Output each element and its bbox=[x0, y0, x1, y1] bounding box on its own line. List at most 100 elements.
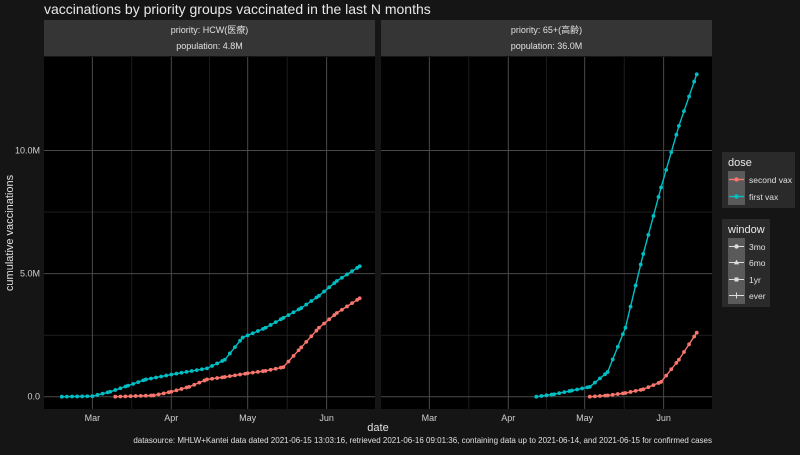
data-point-first-vax bbox=[233, 345, 237, 350]
data-point-second-vax bbox=[304, 339, 309, 344]
data-point-second-vax bbox=[309, 334, 314, 339]
data-point-first-vax bbox=[113, 388, 118, 392]
data-point-first-vax bbox=[263, 325, 268, 330]
grid-layer bbox=[44, 57, 712, 409]
data-point-first-vax bbox=[332, 281, 337, 286]
data-point-first-vax bbox=[322, 289, 326, 294]
data-point-second-vax bbox=[291, 354, 296, 358]
data-point-first-vax bbox=[592, 380, 597, 385]
data-point-second-vax bbox=[273, 366, 278, 371]
data-point-first-vax bbox=[327, 285, 332, 290]
data-point-first-vax bbox=[273, 320, 278, 325]
legend-key-3mo-point bbox=[734, 244, 739, 249]
data-point-second-vax bbox=[664, 373, 669, 378]
data-point-first-vax bbox=[131, 381, 136, 386]
legend-key-1yr-point bbox=[734, 277, 739, 282]
data-point-first-vax bbox=[620, 332, 625, 336]
data-point-second-vax bbox=[281, 365, 286, 370]
data-point-second-vax bbox=[694, 330, 699, 335]
data-point-second-vax bbox=[138, 393, 143, 398]
data-point-second-vax bbox=[123, 394, 128, 399]
data-point-first-vax bbox=[334, 279, 339, 283]
data-point-second-vax bbox=[161, 391, 166, 396]
legend-dose-title: dose bbox=[728, 157, 752, 169]
data-point-first-vax bbox=[677, 124, 681, 128]
x-tick-label: Apr bbox=[164, 413, 178, 423]
data-point-first-vax bbox=[245, 333, 250, 338]
data-point-first-vax bbox=[255, 329, 260, 333]
data-point-second-vax bbox=[623, 391, 628, 395]
data-point-second-vax bbox=[615, 392, 620, 396]
data-point-second-vax bbox=[692, 334, 697, 339]
data-point-first-vax bbox=[126, 383, 130, 388]
legend-window-title: window bbox=[727, 224, 765, 236]
y-tick-label: 0.0 bbox=[27, 392, 40, 402]
caption: datasource: MHLW+Kantei data dated 2021-… bbox=[133, 436, 712, 445]
data-point-first-vax bbox=[75, 394, 79, 399]
data-point-first-vax bbox=[174, 371, 179, 376]
data-point-second-vax bbox=[179, 387, 184, 391]
data-point-second-vax bbox=[677, 357, 681, 362]
data-point-first-vax bbox=[628, 304, 633, 309]
data-point-first-vax bbox=[694, 72, 699, 77]
data-point-second-vax bbox=[205, 377, 209, 382]
x-tick-label: Apr bbox=[501, 413, 515, 423]
data-point-second-vax bbox=[113, 394, 118, 399]
data-point-second-vax bbox=[174, 388, 179, 393]
data-point-second-vax bbox=[628, 390, 633, 394]
y-tick-label: 5.0M bbox=[20, 269, 40, 279]
data-point-first-vax bbox=[651, 214, 656, 218]
data-point-first-vax bbox=[682, 109, 686, 114]
data-point-first-vax bbox=[610, 357, 615, 362]
data-point-first-vax bbox=[544, 393, 549, 398]
data-point-second-vax bbox=[314, 328, 319, 333]
data-point-first-vax bbox=[638, 262, 643, 267]
data-point-first-vax bbox=[194, 368, 199, 373]
x-tick-label: Jun bbox=[319, 413, 334, 423]
data-point-second-vax bbox=[238, 372, 242, 377]
data-point-second-vax bbox=[151, 393, 156, 398]
data-point-first-vax bbox=[179, 370, 184, 375]
data-point-first-vax bbox=[59, 394, 64, 399]
legend-window-keys-bg bbox=[728, 238, 745, 304]
data-point-second-vax bbox=[605, 393, 610, 398]
data-point-first-vax bbox=[149, 376, 153, 381]
data-point-first-vax bbox=[357, 264, 362, 269]
data-point-first-vax bbox=[317, 293, 321, 298]
axis-layer: Mar Apr May Jun 0.0 5.0M 10.0M Mar Apr May Jun bbox=[15, 146, 671, 423]
data-point-first-vax bbox=[692, 79, 697, 84]
data-point-second-vax bbox=[227, 374, 232, 379]
data-point-second-vax bbox=[598, 394, 602, 398]
data-point-second-vax bbox=[210, 376, 214, 381]
strip-elderly bbox=[381, 20, 712, 56]
data-point-first-vax bbox=[669, 150, 674, 155]
data-point-first-vax bbox=[65, 394, 69, 399]
legend-label-6mo: 6mo bbox=[749, 258, 766, 268]
data-point-second-vax bbox=[587, 394, 592, 399]
strip-elderly-priority: priority: 65+(高齢) bbox=[511, 24, 582, 35]
x-tick-label: Mar bbox=[85, 413, 101, 423]
data-point-first-vax bbox=[687, 94, 691, 99]
data-point-first-vax bbox=[85, 394, 90, 399]
data-point-first-vax bbox=[164, 373, 169, 378]
data-point-second-vax bbox=[651, 383, 656, 387]
legend-key-first-vax-point bbox=[734, 194, 739, 199]
data-point-second-vax bbox=[345, 304, 349, 309]
data-point-first-vax bbox=[70, 394, 74, 399]
data-point-second-vax bbox=[646, 385, 651, 390]
data-point-second-vax bbox=[322, 321, 326, 326]
data-point-first-vax bbox=[80, 394, 85, 399]
strip-elderly-population: population: 36.0M bbox=[511, 41, 583, 51]
data-point-second-vax bbox=[197, 380, 202, 385]
data-point-first-vax bbox=[309, 299, 314, 303]
x-tick-label: Jun bbox=[656, 413, 671, 423]
data-point-second-vax bbox=[133, 394, 138, 398]
data-point-first-vax bbox=[240, 335, 245, 340]
data-point-first-vax bbox=[95, 393, 100, 397]
data-point-first-vax bbox=[136, 380, 141, 384]
data-point-second-vax bbox=[687, 342, 691, 347]
data-point-second-vax bbox=[350, 301, 354, 306]
data-point-first-vax bbox=[562, 390, 567, 395]
